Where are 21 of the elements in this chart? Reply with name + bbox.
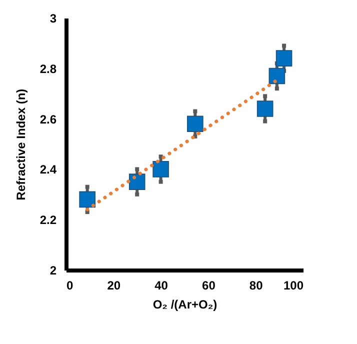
point <box>276 50 292 66</box>
y-tick-label: 2 <box>50 264 57 278</box>
y-tick-label: 2.8 <box>40 62 57 76</box>
y-tick-label: 2.4 <box>40 162 57 177</box>
x-tick-label: 40 <box>154 278 168 292</box>
x-tick-label: 80 <box>249 278 264 292</box>
x-tick-label: 0 <box>66 278 74 292</box>
x-tick-label: 60 <box>202 278 216 292</box>
point <box>256 100 274 117</box>
point <box>187 116 204 132</box>
point <box>268 68 286 84</box>
point <box>152 161 169 178</box>
y-axis-title: Refractive Index (n) <box>14 88 28 200</box>
x-tick-label: 20 <box>107 278 121 292</box>
point <box>79 191 96 208</box>
point <box>128 174 146 190</box>
y-tick-label: 3 <box>50 12 57 26</box>
x-axis-title: O₂ /(Ar+O₂) <box>152 298 218 312</box>
y-tick-label: 2.2 <box>40 213 57 228</box>
x-tick-label: 100 <box>283 278 304 292</box>
y-tick-label: 2.6 <box>40 112 57 126</box>
